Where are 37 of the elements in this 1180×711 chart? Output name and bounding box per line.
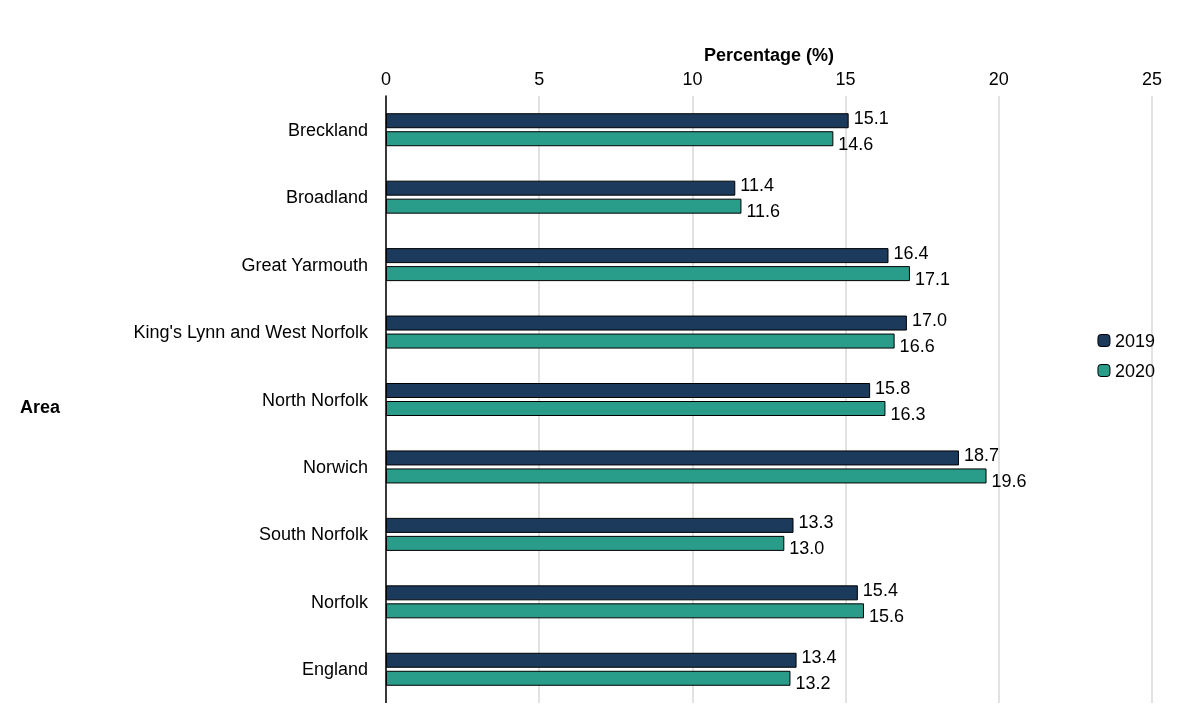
x-tick-label: 10 [682,69,703,89]
data-label: 18.7 [963,444,1000,465]
data-label: 14.6 [838,133,874,154]
y-tick-label: Broadland [285,187,368,208]
data-label: 11.6 [746,201,781,222]
y-tick-label: Norfolk [310,591,369,612]
legend-label: 2020 [1114,360,1155,381]
y-tick-label: England [301,659,368,680]
data-label: 16.3 [890,403,926,424]
x-axis-title: Percentage (%) [703,45,835,65]
x-tick-label: 20 [988,69,1009,89]
data-label: 15.8 [875,377,911,398]
y-axis-title: Area [20,397,62,417]
data-label: 13.3 [798,512,834,533]
data-label: 13.4 [801,647,837,668]
y-tick-label: King's Lynn and West Norfolk [133,322,369,343]
x-tick-label: 15 [835,69,856,89]
data-label: 19.6 [991,470,1027,491]
data-label: 17.0 [911,310,947,331]
x-tick-label: 0 [380,69,392,89]
y-tick-label: Norwich [302,456,368,477]
x-tick-label: 5 [534,69,545,89]
data-label: 13.0 [789,538,825,559]
legend-label: 2019 [1114,330,1155,351]
data-label: 16.6 [899,336,935,357]
y-tick-label: North Norfolk [261,389,369,410]
y-tick-label: South Norfolk [258,524,369,545]
y-tick-label: Breckland [287,119,368,140]
data-label: 13.2 [795,673,831,694]
data-label: 15.1 [853,107,889,128]
data-label: 11.4 [740,175,774,196]
y-tick-label: Great Yarmouth [241,254,368,275]
x-tick-label: 25 [1141,69,1163,89]
data-label: 15.6 [868,605,905,626]
data-label: 17.1 [914,268,950,289]
data-label: 16.4 [893,242,929,263]
data-label: 15.4 [862,579,898,600]
